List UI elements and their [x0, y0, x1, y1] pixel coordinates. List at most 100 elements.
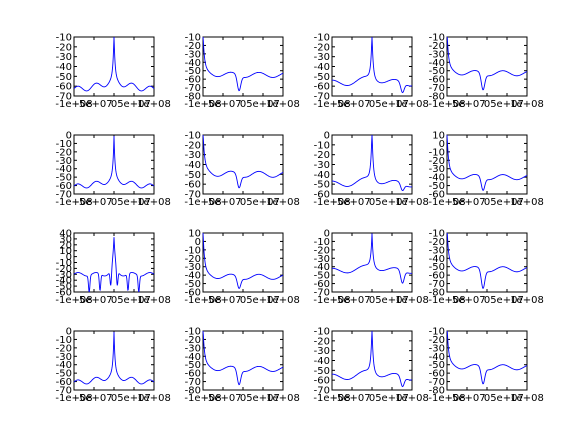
y-tick-label: -60 [185, 369, 201, 380]
y-tick-label: -20 [56, 264, 72, 275]
series-line [73, 135, 155, 189]
x-tick-label: -1e+08 [313, 99, 350, 110]
series-line [202, 232, 284, 289]
y-tick-label: -30 [56, 52, 72, 63]
y-tick-label: -70 [314, 386, 330, 397]
x-tick-label: 1e+08 [266, 99, 300, 110]
y-tick-label: -40 [314, 356, 330, 367]
y-tick-label: -50 [185, 170, 201, 181]
y-tick-label: -60 [314, 190, 330, 201]
y-tick-label: 0 [66, 252, 72, 263]
y-tick-label: -10 [429, 147, 445, 158]
y-tick-label: -70 [56, 92, 72, 103]
x-tick-label: -1e+08 [184, 393, 221, 404]
y-tick-label: -30 [185, 49, 201, 60]
x-tick-label: 5e+07 [246, 99, 280, 110]
y-tick-label: -40 [429, 254, 445, 265]
y-tick-label: -60 [429, 369, 445, 380]
axes-frame [446, 134, 528, 195]
subplot-r3c2: 100-10-20-30-40-50-60-1e+08-5e+070 5e+071… [184, 229, 299, 307]
y-tick-label: -50 [56, 282, 72, 293]
y-tick-label: -10 [185, 245, 201, 256]
x-tick-label: 1e+08 [510, 295, 544, 306]
axes-frame [202, 330, 284, 391]
series-line [446, 330, 528, 385]
x-tick-label: 0 [369, 197, 375, 208]
x-tick-label: -1e+08 [313, 393, 350, 404]
y-tick-label: -40 [56, 62, 72, 73]
x-tick-label: 1e+08 [137, 393, 171, 404]
y-tick-label: -70 [429, 377, 445, 388]
y-tick-label: -40 [185, 58, 201, 69]
series-line [331, 36, 413, 94]
y-tick-label: -70 [56, 386, 72, 397]
y-tick-label: -70 [429, 279, 445, 290]
x-tick-label: 0 [240, 295, 246, 306]
y-tick-label: -10 [314, 327, 330, 338]
y-tick-label: -20 [185, 254, 201, 265]
y-tick-label: -60 [56, 82, 72, 93]
x-tick-label: 1e+08 [137, 295, 171, 306]
x-tick-label: -5e+07 [75, 393, 112, 404]
y-tick-label: -70 [56, 190, 72, 201]
y-tick-label: -20 [56, 343, 72, 354]
x-tick-label: -1e+08 [428, 99, 465, 110]
y-tick-label: -40 [56, 164, 72, 175]
x-tick-label: 5e+07 [490, 295, 524, 306]
y-tick-label: -50 [429, 360, 445, 371]
x-tick-label: -1e+08 [313, 197, 350, 208]
y-tick-label: -20 [185, 140, 201, 151]
axes-frame [446, 232, 528, 293]
y-tick-label: -80 [429, 386, 445, 397]
x-tick-label: -5e+07 [204, 197, 241, 208]
x-tick-label: -5e+07 [333, 295, 370, 306]
y-tick-label: -20 [185, 41, 201, 52]
subplot-r1c3: -10-20-30-40-50-60-70-1e+08-5e+070 5e+071… [313, 33, 428, 111]
y-tick-label: -30 [429, 49, 445, 60]
x-tick-label: -1e+08 [55, 393, 92, 404]
x-tick-label: 1e+08 [510, 99, 544, 110]
x-tick-label: 5e+07 [117, 99, 151, 110]
subplot-r4c1: 0-10-20-30-40-50-60-70-1e+08-5e+070 5e+07… [55, 327, 170, 405]
x-tick-label: 0 [369, 295, 375, 306]
axes-frame [202, 232, 284, 293]
y-tick-label: -20 [185, 335, 201, 346]
x-tick-label: -5e+07 [448, 393, 485, 404]
x-tick-label: 0 [484, 393, 490, 404]
x-tick-label: 0 [369, 393, 375, 404]
y-tick-label: -10 [429, 33, 445, 44]
subplot-r4c3: -10-20-30-40-50-60-70-1e+08-5e+070 5e+071… [313, 327, 428, 405]
series-line [202, 36, 284, 92]
x-tick-label: -1e+08 [184, 99, 221, 110]
y-tick-label: -10 [314, 140, 330, 151]
x-tick-label: 0 [111, 197, 117, 208]
subplot-r2c1: 0-10-20-30-40-50-60-70-1e+08-5e+070 5e+07… [55, 131, 170, 209]
y-tick-label: -20 [314, 42, 330, 53]
y-tick-label: -50 [429, 66, 445, 77]
x-tick-label: -5e+07 [204, 99, 241, 110]
axes-frame [446, 36, 528, 97]
y-tick-label: -30 [185, 262, 201, 273]
subplot-r1c2: -10-20-30-40-50-60-70-80-1e+08-5e+070 5e+… [184, 33, 299, 111]
y-tick-label: -20 [314, 150, 330, 161]
y-tick-label: -10 [429, 327, 445, 338]
x-tick-label: 1e+08 [510, 197, 544, 208]
x-tick-label: -1e+08 [55, 295, 92, 306]
y-tick-label: -10 [429, 229, 445, 240]
x-tick-label: 5e+07 [246, 295, 280, 306]
y-tick-label: -60 [185, 288, 201, 299]
series-line [446, 36, 528, 91]
y-tick-label: -40 [429, 58, 445, 69]
y-tick-label: -30 [185, 150, 201, 161]
y-tick-label: -30 [314, 254, 330, 265]
series-line [331, 330, 413, 388]
y-tick-label: -20 [429, 41, 445, 52]
x-tick-label: 0 [240, 393, 246, 404]
x-tick-label: 1e+08 [266, 197, 300, 208]
y-tick-label: -70 [314, 288, 330, 299]
x-tick-label: 0 [484, 99, 490, 110]
x-tick-label: -5e+07 [204, 393, 241, 404]
x-tick-label: -5e+07 [333, 197, 370, 208]
y-tick-label: -50 [314, 72, 330, 83]
